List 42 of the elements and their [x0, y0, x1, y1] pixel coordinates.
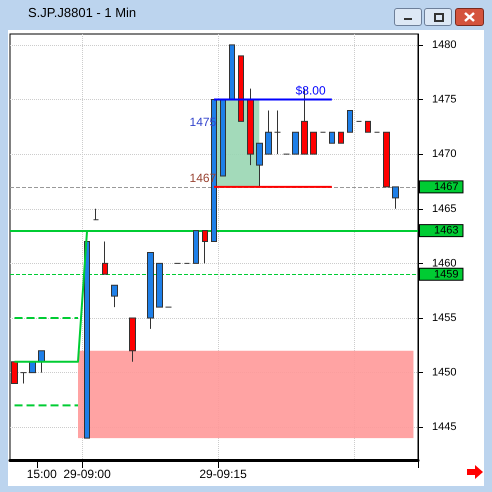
candlestick	[111, 284, 118, 308]
candlestick	[193, 230, 199, 264]
candlestick	[392, 186, 399, 210]
y-tick-label: 1480	[432, 38, 456, 51]
ref-line-label: 1467	[434, 180, 458, 193]
candlestick	[365, 120, 371, 133]
y-tick-label: 1450	[432, 366, 456, 379]
candlestick	[20, 372, 27, 384]
candlestick	[93, 208, 99, 220]
x-tick-label: 15:00	[26, 467, 58, 481]
candlestick	[84, 241, 90, 439]
candlestick	[220, 99, 226, 176]
candlestick	[11, 361, 18, 384]
candlestick	[329, 132, 335, 144]
candlestick	[383, 132, 390, 188]
candlestick	[229, 44, 235, 100]
x-tick-label: 29-09:00	[63, 467, 112, 481]
candlestick	[202, 230, 208, 264]
y-tick-label: 1460	[432, 257, 456, 270]
candlestick	[147, 252, 154, 330]
candlestick	[265, 110, 272, 155]
y-tick-label: 1470	[432, 148, 456, 160]
candlestick	[292, 132, 299, 155]
chart-title: S.JP.J8801 - 1 Min	[28, 5, 136, 20]
candlestick	[38, 350, 45, 374]
x-tick-label: 29-09:15	[199, 467, 248, 481]
candlestick	[247, 88, 254, 166]
ref-line-label: 1459	[434, 268, 458, 280]
candlestick	[256, 142, 263, 188]
candlestick	[102, 241, 108, 275]
y-tick-label: 1465	[432, 202, 456, 215]
candlestick	[238, 55, 244, 122]
candlestick	[129, 318, 136, 362]
candlestick	[310, 132, 317, 155]
candlestick	[156, 262, 163, 308]
ref-line-label: 1463	[434, 224, 458, 237]
y-tick-label: 1455	[432, 312, 456, 324]
candlestick	[338, 132, 344, 144]
candlestick	[347, 110, 353, 133]
y-tick-label: 1475	[432, 94, 456, 106]
y-tick-label: 1445	[432, 421, 456, 434]
candlestick	[274, 110, 281, 155]
